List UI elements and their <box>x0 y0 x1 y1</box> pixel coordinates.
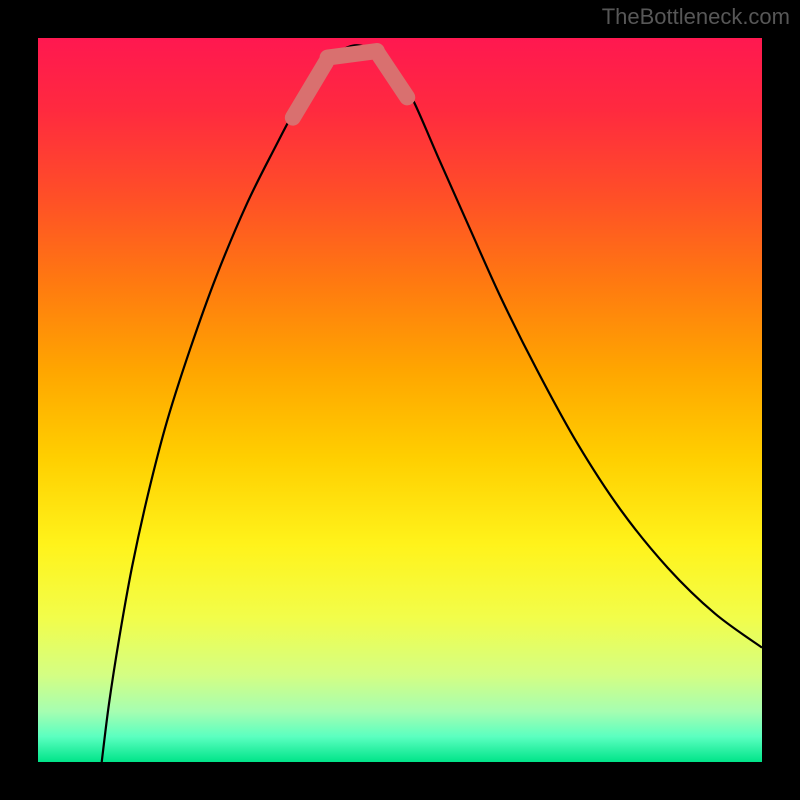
highlight-segment <box>328 51 377 58</box>
plot-background <box>38 38 762 762</box>
chart-container: TheBottleneck.com <box>0 0 800 800</box>
bottleneck-chart <box>0 0 800 800</box>
watermark-text: TheBottleneck.com <box>602 4 790 30</box>
